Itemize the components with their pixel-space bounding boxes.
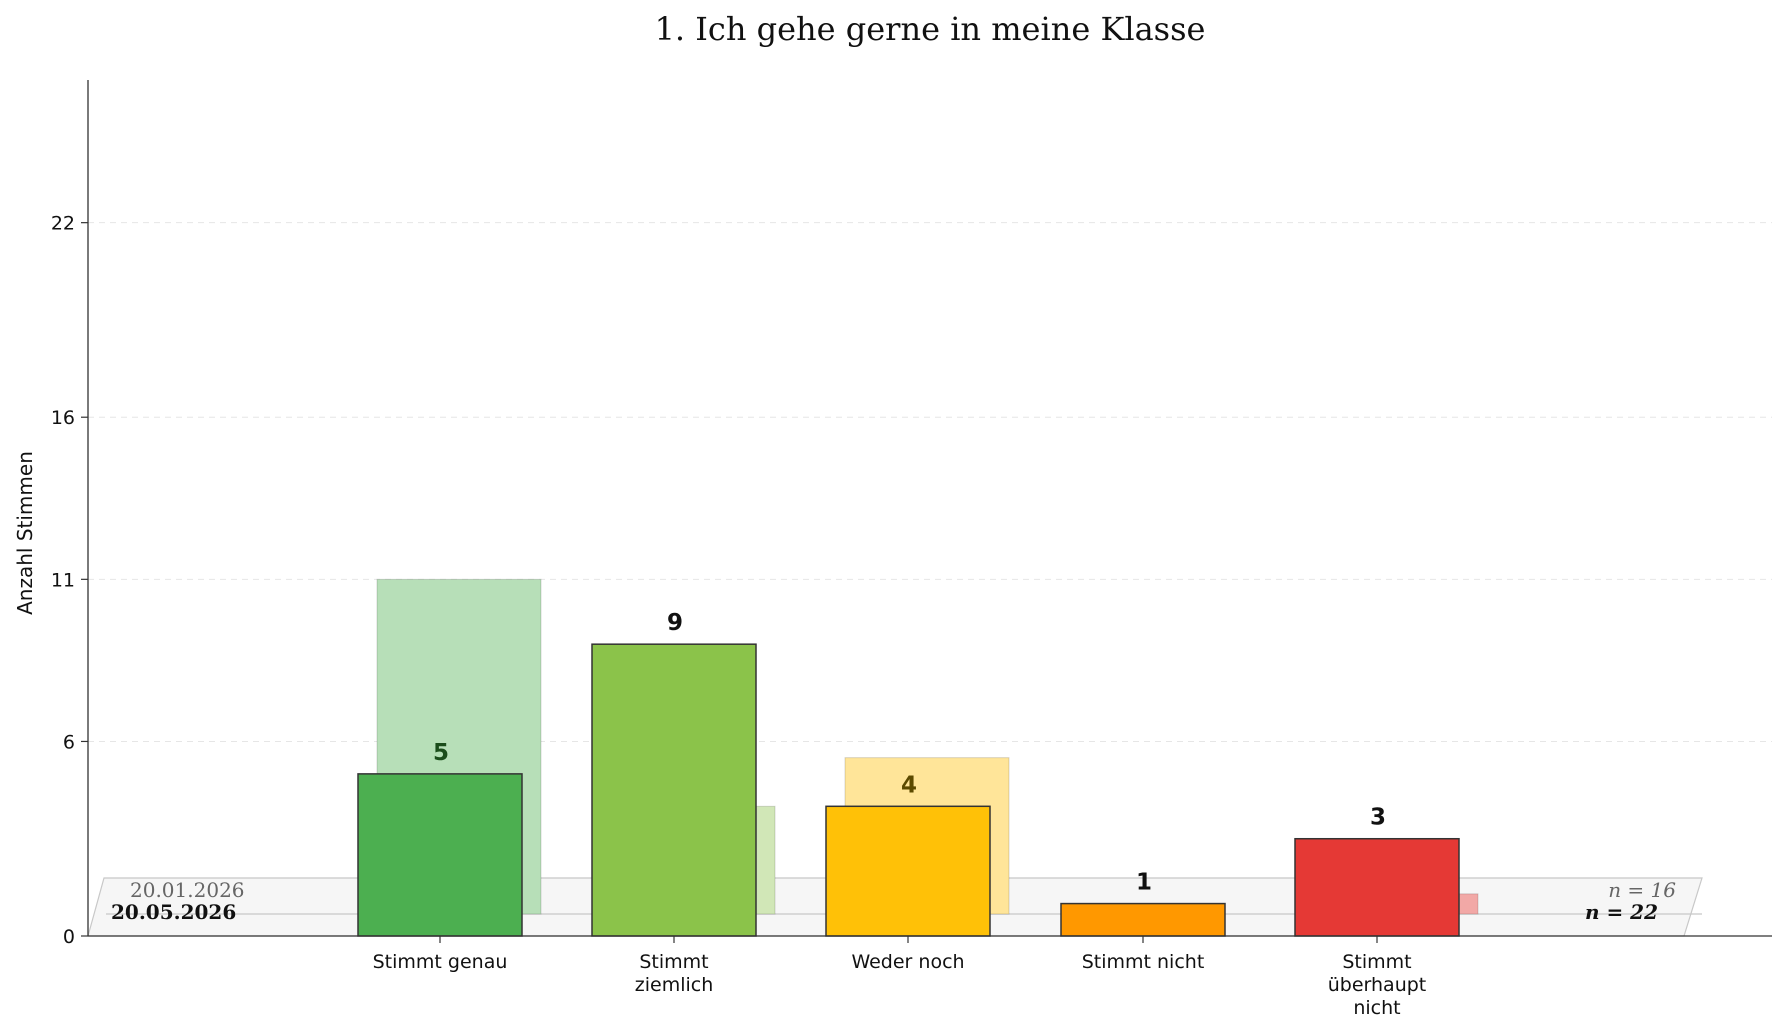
y-axis-label: Anzahl Stimmen [13, 451, 37, 615]
bar-value-label: 1 [1136, 870, 1152, 896]
previous-date-label: 20.01.2026 [130, 878, 245, 902]
current-bar [825, 805, 991, 937]
bar-value-label: 3 [1370, 805, 1386, 831]
labels: 0 6 11 16 22 5 9 4 1 3 Stimmt genau Stimmt ziemlich W… [51, 213, 1676, 1019]
bar-value-label: 4 [901, 772, 917, 798]
bar-value-label: 5 [433, 740, 449, 766]
current-n-label: n = 22 [1585, 900, 1658, 924]
bars [357, 578, 1479, 937]
y-tick-label: 0 [63, 926, 75, 948]
x-tick-label: Stimmt überhaupt nicht [1328, 951, 1427, 1019]
chart-title: 1. Ich gehe gerne in meine Klasse [655, 10, 1206, 48]
previous-n-label: n = 16 [1608, 878, 1676, 902]
current-bar [1060, 902, 1226, 937]
x-tick-label: Stimmt ziemlich [635, 951, 714, 996]
y-tick-label: 22 [51, 213, 75, 235]
x-tick-label: Weder noch [851, 951, 964, 973]
x-tick-label: Stimmt nicht [1082, 951, 1205, 973]
y-tick-label: 16 [51, 407, 75, 429]
current-bar [591, 643, 757, 937]
current-bar [1294, 837, 1460, 937]
bar-value-label: 9 [667, 610, 683, 636]
current-bar [357, 773, 523, 937]
current-date-label: 20.05.2026 [111, 900, 236, 924]
x-tick-label: Stimmt genau [373, 951, 508, 973]
y-tick-label: 6 [63, 731, 75, 753]
axes [81, 80, 1772, 943]
y-tick-label: 11 [51, 569, 75, 591]
gridlines [88, 222, 1772, 742]
